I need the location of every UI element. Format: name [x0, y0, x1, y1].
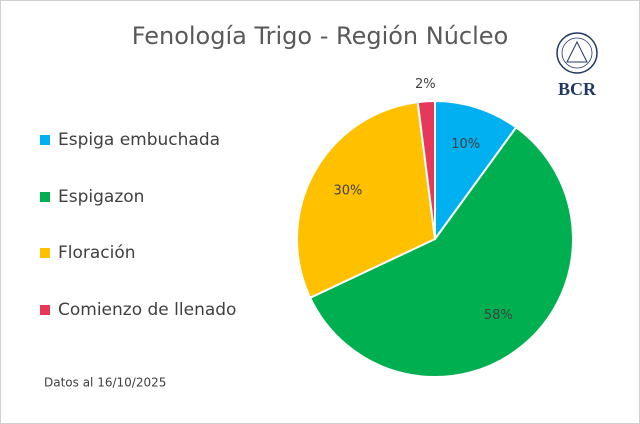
- logo-text: BCR: [558, 79, 597, 99]
- data-label: 58%: [484, 308, 513, 323]
- legend-swatch: [40, 135, 50, 145]
- legend-label: Comienzo de llenado: [58, 300, 236, 320]
- legend-swatch: [40, 192, 50, 202]
- pie-slice: [308, 125, 574, 378]
- data-label: 30%: [333, 184, 362, 199]
- legend-label: Floración: [58, 243, 136, 263]
- legend-label: Espiga embuchada: [58, 130, 220, 150]
- legend-swatch: [40, 305, 50, 315]
- data-label: 10%: [451, 137, 480, 152]
- pie-slice: [296, 100, 437, 300]
- data-label: 2%: [415, 77, 436, 92]
- legend-label: Espigazon: [58, 187, 144, 207]
- note: Datos al 16/10/2025: [44, 376, 166, 390]
- chart-title: Fenología Trigo - Región Núcleo: [132, 22, 509, 50]
- pie-slice: [434, 99, 518, 243]
- pie-slice: [416, 99, 436, 240]
- legend-swatch: [40, 248, 50, 258]
- logo-emblem: [556, 32, 598, 74]
